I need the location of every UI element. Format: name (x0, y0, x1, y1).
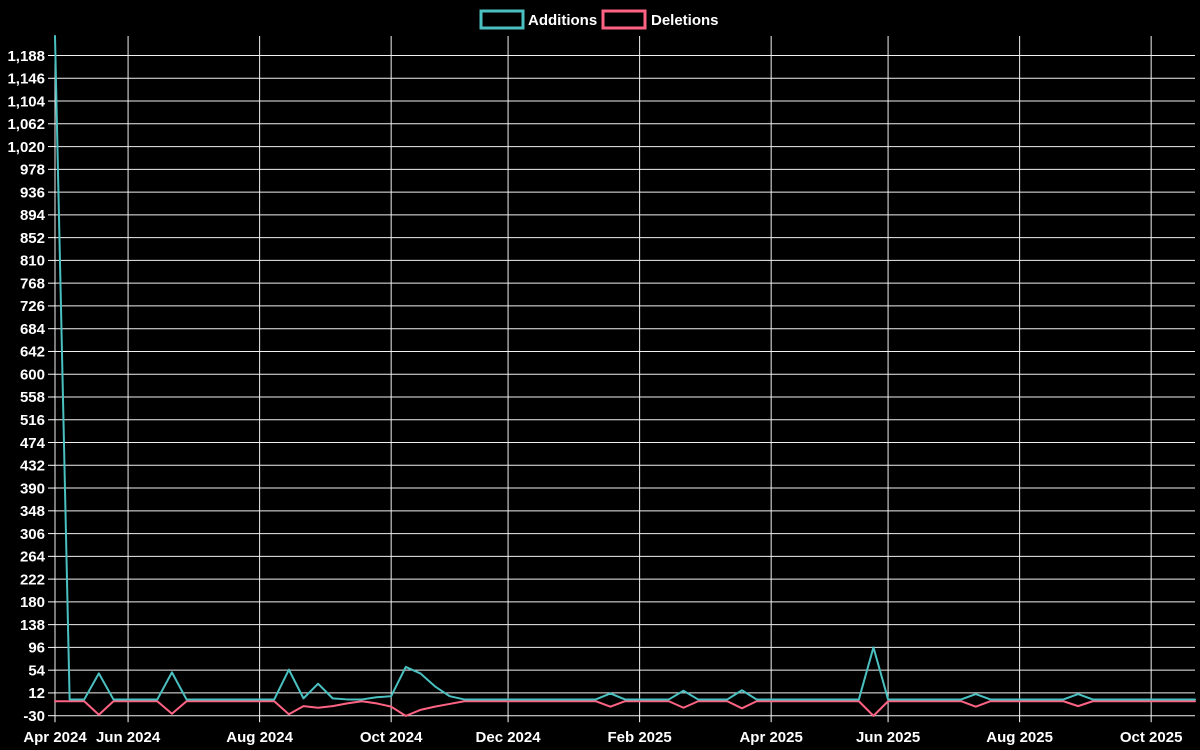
y-tick-label: 138 (20, 617, 45, 634)
y-axis-tick-marks (48, 55, 55, 717)
horizontal-gridlines (55, 55, 1195, 717)
additions-legend-label: Additions (528, 12, 597, 29)
x-tick-label: Apr 2024 (23, 729, 87, 746)
y-tick-label: 978 (20, 162, 45, 179)
y-tick-label: 180 (20, 594, 45, 611)
y-tick-label: 348 (20, 503, 45, 520)
y-tick-label: 936 (20, 184, 45, 201)
x-tick-label: Jun 2024 (96, 729, 161, 746)
y-tick-label: 768 (20, 275, 45, 292)
x-tick-label: Oct 2025 (1120, 729, 1183, 746)
y-tick-label: 642 (20, 344, 45, 361)
x-tick-label: Aug 2025 (986, 729, 1053, 746)
y-tick-label: 558 (20, 389, 45, 406)
additions-legend-swatch (479, 9, 525, 30)
y-tick-label: 96 (28, 640, 45, 657)
x-axis-tick-marks (54, 715, 1152, 723)
y-tick-label: 600 (20, 366, 45, 383)
legend-item-deletions[interactable]: Deletions (601, 9, 719, 30)
x-tick-label: Feb 2025 (608, 729, 672, 746)
y-tick-label: 1,104 (7, 93, 45, 110)
y-tick-label: 1,020 (7, 139, 45, 156)
x-tick-label: Aug 2024 (226, 729, 293, 746)
additions-line[interactable] (54, 35, 1196, 701)
y-tick-label: 54 (28, 662, 45, 679)
deletions-legend-swatch (601, 9, 647, 30)
y-tick-label: 264 (20, 549, 46, 566)
chart-legend: Additions Deletions (479, 9, 719, 30)
y-tick-label: 516 (20, 412, 45, 429)
y-tick-label: 306 (20, 526, 45, 543)
y-tick-label: 12 (28, 685, 45, 702)
vertical-gridlines (54, 36, 1152, 716)
y-tick-label: 894 (20, 207, 46, 224)
x-axis-labels: Apr 2024 Jun 2024 Aug 2024 Oct 2024 Dec 2024… (23, 729, 1182, 746)
y-tick-label: 390 (20, 480, 45, 497)
y-tick-label: 852 (20, 230, 45, 247)
x-tick-label: Jun 2025 (856, 729, 920, 746)
deletions-line[interactable] (54, 700, 1196, 717)
deletions-legend-label: Deletions (651, 12, 719, 29)
legend-item-additions[interactable]: Additions (479, 9, 597, 30)
y-tick-label: 684 (20, 321, 46, 338)
x-tick-label: Dec 2024 (476, 729, 542, 746)
y-tick-label: 1,062 (7, 116, 45, 133)
x-tick-label: Oct 2024 (360, 729, 423, 746)
y-tick-label: 432 (20, 458, 45, 475)
y-tick-label: 222 (20, 571, 45, 588)
y-tick-label: 810 (20, 253, 45, 270)
y-tick-label: -30 (23, 708, 45, 725)
y-tick-label: 726 (20, 298, 45, 315)
y-axis-labels: -30 12 54 96 138 180 222 264 306 348 390 432 474 516 5… (7, 48, 45, 725)
y-tick-label: 1,188 (7, 48, 45, 65)
y-tick-label: 1,146 (7, 71, 45, 88)
x-tick-label: Apr 2025 (739, 729, 802, 746)
y-tick-label: 474 (20, 435, 46, 452)
